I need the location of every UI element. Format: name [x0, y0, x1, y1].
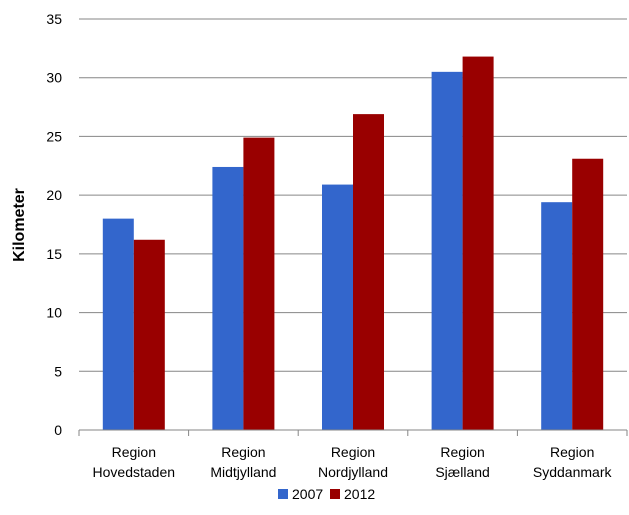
bar-2012 [243, 137, 275, 431]
bar-2007 [541, 202, 573, 430]
bar-2007 [431, 71, 463, 430]
x-tick-label: Region [550, 444, 594, 460]
legend-label: 2012 [344, 486, 375, 502]
legend-label: 2007 [292, 486, 323, 502]
bars [102, 56, 604, 431]
legend-swatch [278, 489, 288, 499]
y-tick-label: 20 [46, 187, 62, 203]
y-tick-label: 30 [46, 70, 62, 86]
bar-2007 [322, 184, 353, 430]
bar-2012 [572, 158, 604, 431]
y-tick-label: 35 [46, 11, 62, 27]
x-tick-label: Sjælland [435, 464, 489, 480]
x-tick-label: Region [440, 444, 484, 460]
y-tick-label: 5 [54, 363, 62, 379]
y-tick-label: 25 [46, 128, 62, 144]
bar-2012 [462, 56, 494, 430]
legend-swatch [330, 489, 340, 499]
y-tick-label: 15 [46, 246, 62, 262]
x-tick-label: Region [221, 444, 265, 460]
x-tick-label: Region [331, 444, 375, 460]
bar-2007 [212, 166, 244, 430]
x-tick-label: Region [112, 444, 156, 460]
legend: 2007 2012 [278, 486, 375, 502]
bar-2012 [133, 239, 165, 430]
y-axis-label: Kilometer [11, 188, 28, 262]
x-tick-label: Hovedstaden [93, 464, 176, 480]
bar-2007 [102, 218, 134, 430]
y-tick-label: 10 [46, 305, 62, 321]
x-tick-label: Syddanmark [533, 464, 613, 480]
x-tick-label: Nordjylland [318, 464, 388, 480]
y-tick-label: 0 [54, 422, 62, 438]
bar-2012 [353, 114, 384, 431]
axes: 0 5 10 15 20 25 30 35 Region Hovedstaden Region Mid… [46, 11, 628, 480]
x-tick-label: Midtjylland [210, 464, 276, 480]
